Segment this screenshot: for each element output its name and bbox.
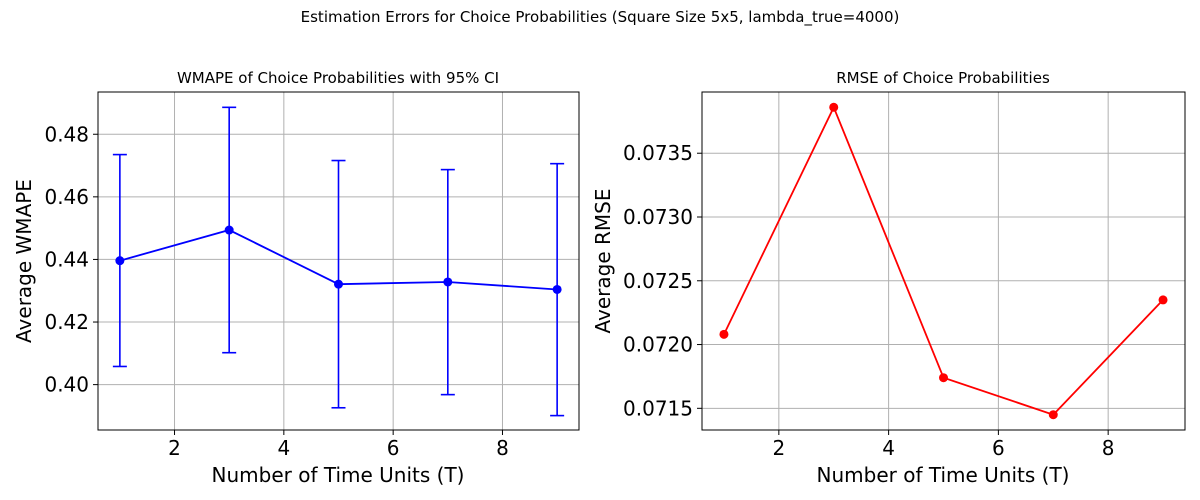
wmape-chart-title: WMAPE of Choice Probabilities with 95% C… [177,69,499,87]
rmse-x-tick-label: 6 [992,436,1005,460]
rmse-chart-xlabel: Number of Time Units (T) [817,463,1070,487]
wmape-x-tick-label: 4 [277,436,290,460]
rmse-chart: RMSE of Choice Probabilities Number of T… [591,69,1186,487]
rmse-data-point [939,373,948,383]
figure-suptitle: Estimation Errors for Choice Probabiliti… [301,8,900,27]
rmse-data-point [1048,410,1058,420]
wmape-data-point [115,256,125,266]
rmse-x-tick-label: 8 [1102,436,1115,460]
wmape-x-tick-label: 6 [387,436,400,460]
wmape-chart-xlabel: Number of Time Units (T) [212,463,465,487]
wmape-data-point [443,277,453,287]
wmape-data-point [334,279,343,289]
rmse-y-tick-label: 0.0730 [623,205,693,229]
rmse-chart-title: RMSE of Choice Probabilities [836,69,1050,87]
wmape-y-tick-label: 0.42 [44,310,89,334]
wmape-y-tick-label: 0.48 [44,122,89,146]
rmse-y-tick-label: 0.0715 [623,396,693,420]
rmse-y-tick-label: 0.0725 [623,269,693,293]
rmse-x-tick-label: 2 [772,436,785,460]
wmape-data-point [224,225,234,235]
wmape-y-tick-label: 0.46 [44,185,89,209]
wmape-chart-ylabel: Average WMAPE [12,179,36,343]
rmse-data-point [719,329,729,339]
rmse-y-tick-label: 0.0735 [623,141,693,165]
wmape-chart: WMAPE of Choice Probabilities with 95% C… [12,69,580,487]
rmse-data-point [829,102,839,112]
rmse-y-tick-label: 0.0720 [623,333,693,357]
rmse-axes-frame [701,91,1186,431]
rmse-x-tick-label: 4 [882,436,895,460]
wmape-data-point [552,284,562,294]
wmape-axes-frame [97,91,580,431]
wmape-x-tick-label: 8 [496,436,509,460]
wmape-x-tick-label: 2 [168,436,181,460]
wmape-y-tick-label: 0.40 [44,373,89,397]
rmse-data-point [1158,295,1168,305]
rmse-chart-ylabel: Average RMSE [591,189,615,334]
wmape-y-tick-label: 0.44 [44,247,89,271]
